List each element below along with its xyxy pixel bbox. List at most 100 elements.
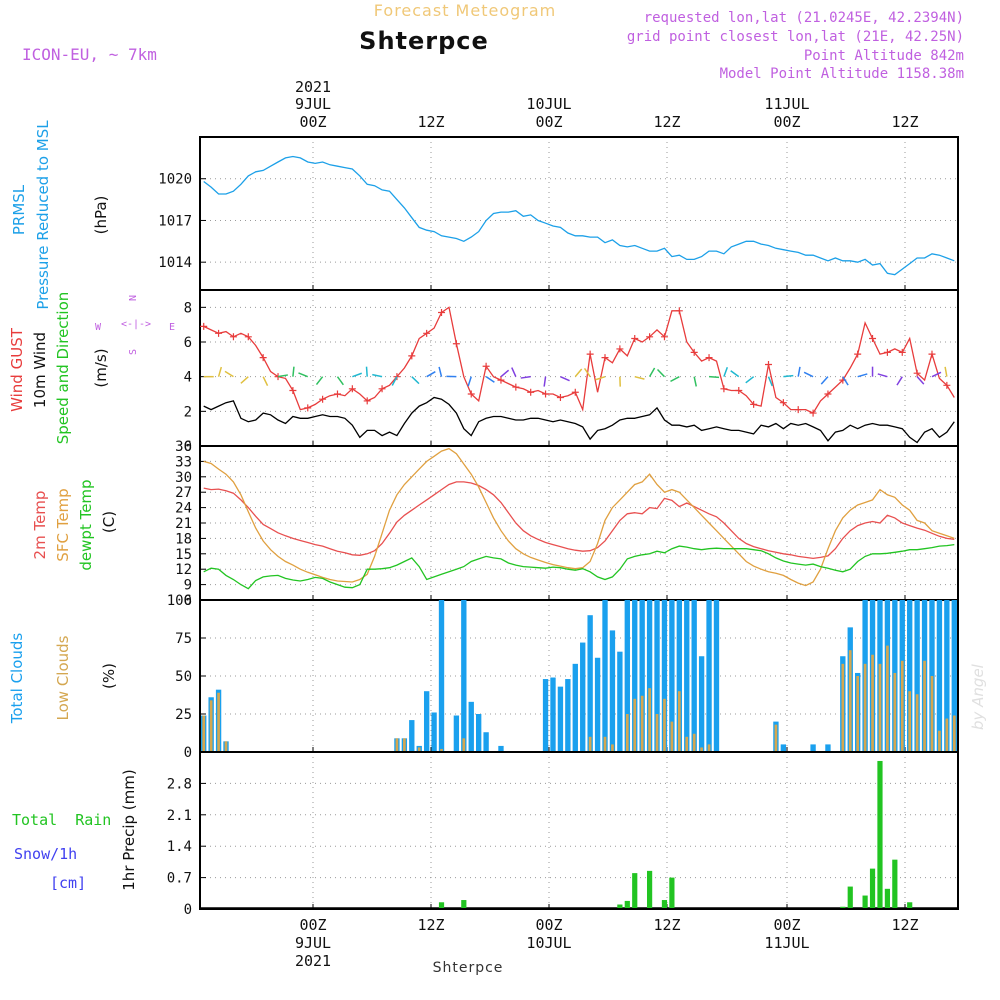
temp-ytick-label: 27 bbox=[175, 485, 192, 501]
pressure-label-2: Pressure Reduced to MSL bbox=[34, 120, 52, 310]
gust-marker bbox=[809, 409, 817, 417]
low-cloud-bar bbox=[633, 698, 637, 751]
temp-ytick-label: 30 bbox=[175, 470, 192, 486]
gust-marker bbox=[408, 352, 416, 360]
total-cloud-bar bbox=[698, 656, 705, 751]
gust-marker bbox=[660, 333, 668, 341]
2m-temp-line bbox=[203, 481, 955, 560]
low-cloud-bar bbox=[915, 694, 919, 751]
precip-ytick-label: 2.1 bbox=[167, 808, 192, 824]
wind-direction-arrow bbox=[411, 376, 420, 385]
gust-marker bbox=[735, 387, 743, 395]
point-altitude: Point Altitude 842m bbox=[804, 48, 964, 64]
rain-bar bbox=[862, 895, 868, 908]
gust-marker bbox=[259, 354, 267, 362]
low-cloud-bar bbox=[209, 700, 213, 751]
clouds-ytick-label: 75 bbox=[175, 631, 192, 647]
temp-ytick-label: 15 bbox=[175, 547, 192, 563]
low-cloud-bar bbox=[707, 744, 711, 751]
bottom-tick-3: 12Z bbox=[653, 916, 680, 934]
top-tick-1: 12Z bbox=[417, 113, 444, 131]
wind-direction-arrow bbox=[352, 372, 362, 378]
total-cloud-bar bbox=[476, 714, 482, 751]
wind-direction-arrow bbox=[730, 370, 740, 378]
gust-marker bbox=[512, 383, 520, 391]
low-cloud-bar bbox=[663, 698, 666, 751]
wind-direction-arrow bbox=[500, 369, 510, 378]
compass-e: E bbox=[169, 322, 175, 333]
precip-ytick-label: 0.7 bbox=[167, 871, 192, 887]
total-cloud-bar bbox=[453, 715, 460, 751]
wind-direction-arrow bbox=[745, 376, 755, 384]
total-cloud-bar bbox=[929, 600, 935, 751]
wind-direction-arrow bbox=[595, 375, 606, 381]
gust-marker bbox=[794, 406, 802, 414]
wind-direction-arrow bbox=[656, 368, 666, 378]
total-cloud-bar bbox=[951, 600, 957, 751]
bottom-tick-1: 12Z bbox=[417, 916, 444, 934]
gust-marker bbox=[690, 348, 698, 356]
wind-unit: (m/s) bbox=[92, 348, 110, 387]
rain-bar bbox=[661, 900, 668, 908]
low-cloud-bar bbox=[886, 645, 889, 751]
wind-direction-arrow bbox=[426, 371, 436, 378]
10m-wind-line bbox=[203, 396, 955, 444]
temp-ytick-label: 33 bbox=[175, 454, 192, 470]
clouds-ytick-label: 25 bbox=[175, 707, 192, 723]
low-cloud-bar bbox=[900, 660, 904, 751]
temp-ytick-label: 9 bbox=[184, 578, 192, 594]
low-cloud-bar bbox=[640, 695, 644, 751]
compass-n: N bbox=[128, 295, 139, 301]
gust-marker bbox=[779, 399, 787, 407]
low-cloud-bar bbox=[692, 733, 696, 751]
wind-direction-arrow bbox=[783, 374, 794, 378]
compass-s: S bbox=[128, 349, 139, 355]
gust-marker bbox=[898, 348, 906, 356]
wind-direction-arrow bbox=[224, 370, 234, 378]
total-cloud-bar bbox=[468, 701, 474, 751]
wind-ytick-label: 4 bbox=[184, 370, 192, 386]
bottom-tick-0: 00Z bbox=[299, 916, 326, 934]
total-cloud-bar bbox=[550, 677, 556, 751]
wind-direction-arrow bbox=[560, 375, 570, 382]
model-altitude: Model Point Altitude 1158.38m bbox=[720, 66, 964, 82]
pressure-ytick-label: 1017 bbox=[158, 213, 192, 229]
gust-marker bbox=[319, 395, 327, 403]
gust-marker bbox=[943, 381, 951, 389]
gust-marker bbox=[244, 333, 252, 341]
total-cloud-bar bbox=[907, 600, 913, 751]
total-cloud-bar bbox=[542, 679, 549, 751]
wind-direction-arrow bbox=[292, 366, 295, 377]
total-clouds-label: Total Clouds bbox=[8, 633, 26, 725]
rain-label: Total Rain bbox=[12, 811, 111, 829]
gust-marker bbox=[854, 350, 862, 358]
gust-marker bbox=[229, 333, 237, 341]
total-cloud-bar bbox=[944, 600, 950, 751]
bottom-year: 2021 bbox=[295, 952, 331, 970]
grid-point-coords: grid point closest lon,lat (21E, 42.25N) bbox=[627, 29, 964, 45]
gust-marker bbox=[348, 385, 356, 393]
total-cloud-bar bbox=[825, 744, 831, 751]
low-cloud-bar bbox=[202, 715, 206, 751]
low-cloud-bar bbox=[700, 747, 703, 751]
wind-direction-arrow bbox=[467, 376, 472, 387]
compass-w: W bbox=[95, 322, 102, 333]
low-cloud-bar bbox=[848, 650, 852, 751]
wind-direction-arrow bbox=[520, 375, 531, 379]
total-cloud-bar bbox=[914, 600, 920, 751]
wind-direction-arrow bbox=[485, 376, 495, 383]
total-cloud-bar bbox=[669, 600, 675, 751]
temp-ytick-label: 6 bbox=[184, 593, 192, 609]
total-cloud-bar bbox=[431, 712, 437, 751]
low-cloud-bar bbox=[677, 691, 681, 751]
bottom-tick-4: 00Z bbox=[773, 916, 800, 934]
total-cloud-bar bbox=[617, 651, 623, 751]
low-cloud-bar bbox=[217, 692, 220, 751]
wind-direction-arrow bbox=[916, 376, 925, 385]
requested-coords: requested lon,lat (21.0245E, 42.2394N) bbox=[644, 10, 964, 26]
rain-bar bbox=[907, 902, 913, 908]
gust-marker bbox=[527, 388, 535, 396]
model-label: ICON-EU, ~ 7km bbox=[22, 45, 157, 64]
pressure-frame bbox=[199, 136, 959, 291]
total-cloud-bar bbox=[936, 600, 943, 751]
